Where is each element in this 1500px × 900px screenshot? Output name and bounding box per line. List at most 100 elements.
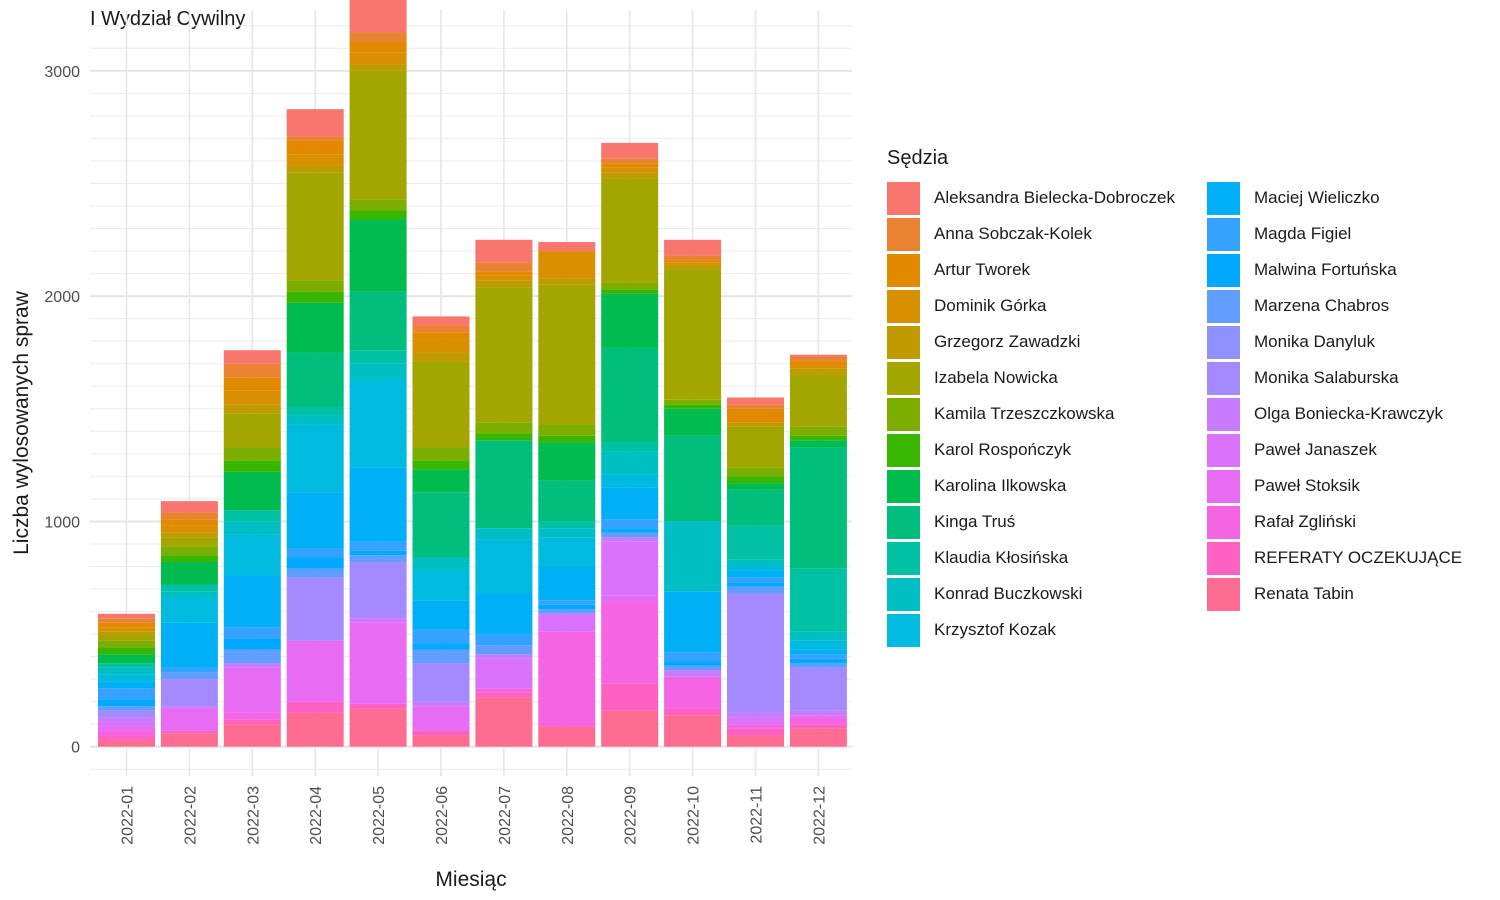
bar-segment <box>664 255 722 261</box>
bar-segment <box>98 706 155 711</box>
bar-segment <box>412 735 470 747</box>
bar-segment <box>475 440 533 529</box>
bar-segment <box>664 521 722 592</box>
bar-segment <box>727 489 784 526</box>
legend-item: Monika Salaburska <box>1207 360 1399 396</box>
bar-segment <box>601 289 659 294</box>
bar-segment <box>789 654 847 659</box>
legend-label: Magda Figiel <box>1254 224 1352 243</box>
bar-segment <box>664 262 722 265</box>
legend-label: Olga Boniecka-Krawczyk <box>1254 404 1443 423</box>
bar-segment <box>286 291 344 303</box>
bar-segment <box>727 422 784 427</box>
legend-label: Dominik Górka <box>934 296 1047 315</box>
bar-segment <box>412 643 470 650</box>
bar-segment <box>349 467 407 542</box>
bar-segment <box>664 269 722 400</box>
legend-swatch <box>887 289 920 323</box>
bar-segment <box>664 239 722 256</box>
legend-item: Malwina Fortuńska <box>1207 252 1397 288</box>
bar-segment <box>727 586 784 594</box>
bar-segment <box>727 408 784 423</box>
bar-segment <box>349 541 407 551</box>
bar-segment <box>727 570 784 578</box>
legend-label: Konrad Buczkowski <box>934 584 1083 603</box>
bar-segment <box>601 541 659 596</box>
x-tick-label: 2022-02 <box>182 786 199 845</box>
bar-segment <box>223 413 281 448</box>
legend-swatch <box>1207 361 1240 395</box>
legend-swatch <box>887 397 920 431</box>
bar-segment <box>727 525 784 560</box>
bar-segment <box>286 280 344 292</box>
bar-segment <box>412 492 470 558</box>
bar-segment <box>412 361 470 448</box>
bar-segment <box>286 109 344 137</box>
bar-segment <box>789 368 847 375</box>
bar-segment <box>349 52 407 65</box>
bar-segment <box>223 719 281 725</box>
legend-swatch <box>1207 217 1240 251</box>
bar-segment <box>538 480 596 522</box>
bar-segment <box>475 539 533 594</box>
legend-swatch <box>887 577 920 611</box>
bar-segment <box>412 663 470 702</box>
legend-swatch <box>1207 577 1240 611</box>
bar-segment <box>286 557 344 569</box>
legend-label: Klaudia Kłosińska <box>934 548 1069 567</box>
bar-segment <box>98 699 155 707</box>
bar-segment <box>664 665 722 671</box>
bar-segment <box>349 622 407 704</box>
bar-segment <box>727 476 784 484</box>
bar-segment <box>601 474 659 488</box>
bar-segment <box>160 561 218 585</box>
legend-swatch <box>1207 253 1240 287</box>
bar-segment <box>286 165 344 173</box>
legend-swatch <box>887 325 920 359</box>
bar-segment <box>538 442 596 481</box>
bar-segment <box>160 733 218 747</box>
legend-item: Dominik Górka <box>887 288 1046 324</box>
bar-segment <box>475 692 533 698</box>
x-axis-title: Miesiąc <box>435 868 506 891</box>
bar-segment <box>789 374 847 427</box>
bar-segment <box>601 158 659 164</box>
bar-segment <box>727 467 784 477</box>
bar-segment <box>727 712 784 718</box>
bar-segment <box>286 154 344 166</box>
legend-swatch <box>887 613 920 647</box>
bar-segment <box>727 483 784 490</box>
bar-segment <box>160 591 218 599</box>
bar-segment <box>160 532 218 538</box>
bar-segment <box>223 510 281 522</box>
bar-segment <box>789 724 847 729</box>
bar-segment <box>727 717 784 725</box>
bar-segment <box>475 593 533 635</box>
bar-segment <box>412 701 470 707</box>
bar-segment <box>789 715 847 718</box>
bar-segment <box>538 537 596 567</box>
bar-segment <box>412 447 470 461</box>
bar-segment <box>475 422 533 434</box>
bar-segment <box>789 361 847 366</box>
bar-segment <box>538 726 596 747</box>
bar-segment <box>538 424 596 436</box>
bar-segment <box>601 142 659 159</box>
x-tick-label: 2022-12 <box>811 786 828 845</box>
bar-segment <box>160 706 218 709</box>
legend-label: Karolina Ilkowska <box>934 476 1067 495</box>
bar-segment <box>475 433 533 441</box>
bar-segment <box>601 537 659 542</box>
bar-segment <box>664 670 722 677</box>
bar-segment <box>664 399 722 405</box>
bar-segment <box>412 352 470 362</box>
bar-segment <box>98 631 155 635</box>
bar-segment <box>349 291 407 351</box>
legend-label: Maciej Wieliczko <box>1254 188 1380 207</box>
bar-segment <box>601 519 659 529</box>
bar-segment <box>475 645 533 655</box>
bar-segment <box>98 627 155 632</box>
bar-segment <box>349 64 407 71</box>
bar-segment <box>98 710 155 718</box>
